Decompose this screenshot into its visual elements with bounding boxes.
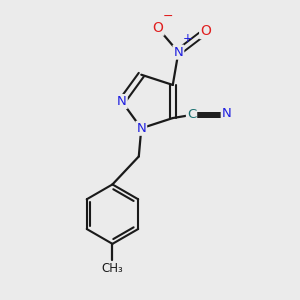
Text: C: C xyxy=(187,108,196,122)
Text: +: + xyxy=(183,32,193,46)
Text: N: N xyxy=(222,107,232,120)
Text: −: − xyxy=(163,10,174,22)
Text: O: O xyxy=(153,21,164,35)
Text: N: N xyxy=(117,95,127,108)
Text: N: N xyxy=(173,46,183,59)
Text: CH₃: CH₃ xyxy=(102,262,123,275)
Text: N: N xyxy=(136,122,146,135)
Text: O: O xyxy=(200,24,211,38)
